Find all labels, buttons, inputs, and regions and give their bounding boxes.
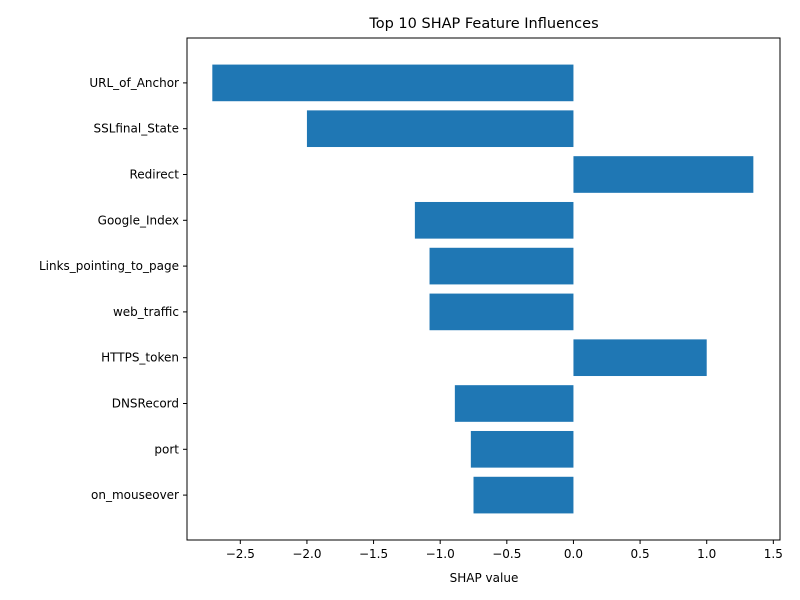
- y-tick-label: on_mouseover: [91, 488, 179, 502]
- x-tick-label: −2.0: [292, 547, 321, 561]
- bar-dnsrecord: [454, 385, 574, 422]
- bar-https-token: [573, 339, 707, 377]
- chart-title: Top 10 SHAP Feature Influences: [368, 16, 598, 32]
- y-tick-label: SSLfinal_State: [93, 122, 179, 136]
- x-tick-label: 0.5: [631, 547, 650, 561]
- x-tick-label: −1.0: [426, 547, 455, 561]
- bar-google-index: [414, 201, 574, 239]
- bar-port: [470, 430, 574, 468]
- x-axis-label: SHAP value: [450, 571, 519, 585]
- y-tick-label: DNSRecord: [112, 397, 179, 411]
- y-tick-label: HTTPS_token: [101, 351, 179, 365]
- bar-sslfinal-state: [306, 110, 574, 148]
- y-tick-label: Google_Index: [98, 213, 179, 227]
- bar-url-of-anchor: [212, 64, 574, 102]
- y-tick-label: port: [154, 442, 179, 456]
- bars-group: [212, 64, 754, 514]
- x-tick-label: 0.0: [564, 547, 583, 561]
- plot-frame: [186, 37, 781, 541]
- x-axis-ticks: −2.5 −2.0 −1.5 −1.0 −0.5 0.0 0.5 1.0 1.5: [226, 540, 783, 561]
- y-tick-label: web_traffic: [113, 305, 179, 319]
- x-tick-label: 1.0: [697, 547, 716, 561]
- y-tick-label: URL_of_Anchor: [89, 76, 179, 90]
- bar-on-mouseover: [473, 476, 574, 514]
- x-tick-label: −0.5: [492, 547, 521, 561]
- bar-links-pointing-to-page: [429, 247, 574, 285]
- x-tick-label: −2.5: [226, 547, 255, 561]
- bar-web-traffic: [429, 293, 574, 331]
- x-tick-label: 1.5: [764, 547, 783, 561]
- bar-redirect: [573, 156, 754, 193]
- x-tick-label: −1.5: [359, 547, 388, 561]
- y-tick-label: Redirect: [130, 168, 180, 182]
- y-tick-label: Links_pointing_to_page: [39, 259, 179, 273]
- y-axis-ticks: URL_of_Anchor SSLfinal_State Redirect Googl…: [39, 76, 187, 502]
